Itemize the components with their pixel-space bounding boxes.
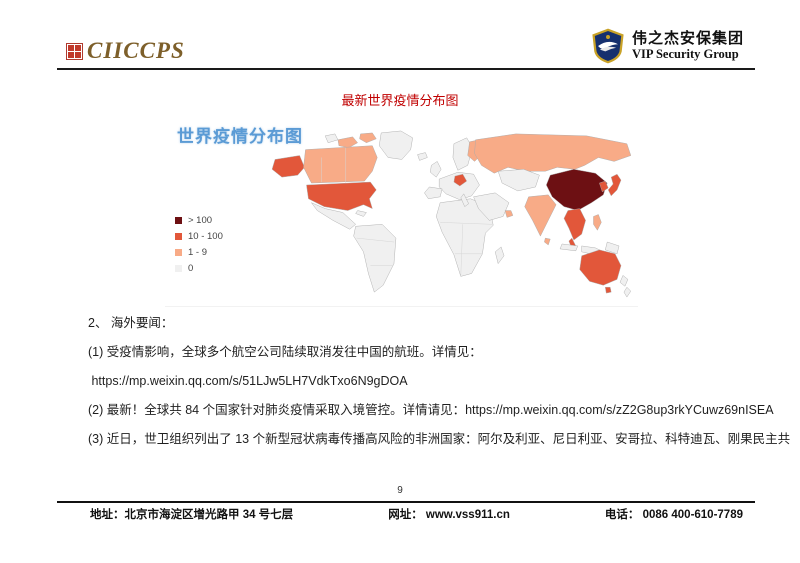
map-region-new-zealand	[623, 286, 632, 298]
news-section: 2、 海外要闻： (1) 受疫情影响，全球多个航空公司陆续取消发往中国的航班。详…	[88, 309, 791, 454]
map-title: 世界疫情分布图	[177, 127, 303, 146]
legend-swatch	[175, 248, 182, 256]
footer-rule	[57, 501, 755, 503]
map-region-australia	[579, 249, 622, 286]
map-legend: > 100 10 - 100 1 - 9 0	[175, 212, 223, 276]
map-region-se-asia	[563, 208, 586, 241]
map-region-new-guinea	[605, 241, 620, 255]
map-region-uk	[430, 161, 442, 178]
page-title: 最新世界疫情分布图	[341, 93, 459, 108]
map-region-central-asia	[497, 169, 540, 192]
map-region-cuba	[355, 210, 367, 217]
map-region-korea	[599, 180, 609, 193]
news-item-1-link[interactable]: https://mp.weixin.qq.com/s/51LJw5LH7VdkT…	[88, 374, 408, 388]
shield-badge-icon	[592, 28, 624, 64]
map-region-iceland	[417, 152, 428, 161]
map-region-alaska	[271, 155, 305, 178]
map-region-canada	[303, 145, 378, 184]
ciiccps-logo-text: CIICCPS	[87, 38, 185, 63]
vip-security-logo: 伟之杰安保集团 VIP Security Group	[590, 28, 744, 64]
legend-swatch	[175, 232, 182, 240]
footer-phone: 电话： 0086 400-610-7789	[604, 509, 743, 521]
map-region-arctic	[337, 136, 358, 148]
map-region-philippines	[593, 214, 602, 231]
map-region-new-zealand	[619, 275, 629, 287]
map-region-indonesia	[559, 243, 579, 252]
map-region-mexico	[310, 202, 356, 230]
map-region-italy	[460, 193, 469, 207]
header-rule	[57, 68, 755, 70]
map-region-sri-lanka	[544, 237, 551, 246]
map-region-tasmania	[605, 287, 612, 294]
map-region-madagascar	[494, 246, 505, 265]
map-region-arctic	[359, 132, 377, 143]
section-heading: 2、 海外要闻：	[88, 316, 174, 330]
footer-website[interactable]: 网址： www.vss911.cn	[388, 509, 510, 521]
page-number: 9	[397, 485, 403, 496]
map-region-arctic	[324, 133, 339, 144]
map-region-japan	[607, 173, 622, 197]
map-region-germany	[453, 173, 467, 187]
legend-item: 10 - 100	[175, 228, 223, 244]
legend-swatch	[175, 264, 182, 272]
map-region-china	[546, 169, 608, 211]
world-choropleth-map	[271, 130, 632, 298]
map-region-south-america	[353, 224, 397, 293]
footer-address: 地址：北京市海淀区增光路甲 34 号七层	[90, 509, 294, 521]
news-item-1: (1) 受疫情影响，全球多个航空公司陆续取消发往中国的航班。详情见：	[88, 345, 482, 359]
map-region-uae	[504, 210, 514, 218]
footer: 地址：北京市海淀区增光路甲 34 号七层 网址： www.vss911.cn 电…	[57, 506, 755, 522]
map-region-india	[524, 194, 557, 237]
map-region-greenland	[378, 130, 413, 160]
map-region-iberia	[424, 186, 443, 200]
map-region-russia	[474, 133, 632, 174]
map-region-usa	[306, 181, 377, 211]
legend-item: > 100	[175, 212, 223, 228]
legend-item: 1 - 9	[175, 244, 223, 260]
company-name-en: VIP Security Group	[631, 47, 739, 62]
news-item-3: (3) 近日，世卫组织列出了 13 个新型冠状病毒传播高风险的非洲国家：阿尔及利…	[88, 432, 791, 446]
map-region-middle-east	[473, 192, 510, 221]
ciiccps-logo: CIICCPS	[66, 38, 185, 64]
map-region-scandinavia	[452, 137, 473, 171]
world-epidemic-map-figure: 世界疫情分布图 > 100 10 - 100 1 - 9 0	[165, 116, 638, 307]
company-name-cn: 伟之杰安保集团	[631, 30, 744, 48]
country-border-lines	[320, 147, 493, 276]
red-seal-icon	[66, 42, 83, 60]
news-item-2[interactable]: (2) 最新！全球共 84 个国家针对肺炎疫情采取入境管控。详情请见：https…	[88, 403, 774, 417]
legend-swatch	[175, 216, 182, 224]
legend-item: 0	[175, 260, 223, 276]
